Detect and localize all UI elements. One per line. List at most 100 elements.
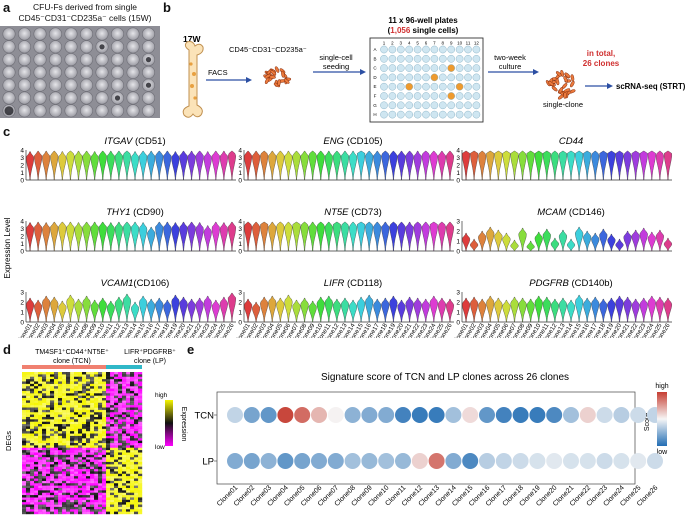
plate-well <box>17 53 31 67</box>
plate-col-label: 4 <box>408 41 411 46</box>
score-legend-title: Score <box>644 413 651 431</box>
plate-well <box>388 73 397 82</box>
violin-clone03 <box>42 295 51 323</box>
score-dot-lp-clone05 <box>294 453 311 469</box>
heatmap-legend-high: high <box>155 392 168 399</box>
violin-clone11 <box>324 221 333 252</box>
plate-row-label: F <box>374 94 377 99</box>
plate-well <box>464 110 472 119</box>
y-tick-label: 2 <box>20 162 24 169</box>
plate-well <box>455 55 464 63</box>
violin-clone05 <box>276 150 285 181</box>
plate-well <box>80 27 94 41</box>
culture-line2: culture <box>499 62 522 71</box>
violin-clone21 <box>187 298 196 323</box>
plate-well <box>17 65 31 79</box>
violin-clone09 <box>308 300 317 323</box>
plate-well <box>388 45 397 54</box>
plate-well <box>17 40 31 54</box>
tcn-group-bar <box>22 365 106 369</box>
dotplot-title: Signature score of TCN and LP clones acr… <box>321 372 569 383</box>
lp-header-line2: clone (LP) <box>134 358 166 365</box>
violin-clone06 <box>284 221 293 252</box>
violin-clone02 <box>34 150 43 181</box>
violin-clone02 <box>252 301 261 323</box>
violin-clone06 <box>284 294 293 323</box>
panel-a-title-line2: CD45⁻CD31⁻CD235a⁻ cells (15W) <box>18 13 152 23</box>
violin-clone07 <box>74 150 83 181</box>
y-tick-label: 3 <box>238 289 242 296</box>
plate-well <box>413 101 422 110</box>
plate-row-label: B <box>373 56 376 61</box>
violin-clone16 <box>583 230 592 252</box>
cell-icon <box>277 79 281 87</box>
score-dot-tcn-clone20 <box>546 407 563 423</box>
plate-col-label: 6 <box>425 41 428 46</box>
cell-icon <box>270 70 277 76</box>
deg-heatmap-matrix <box>22 372 143 515</box>
plate-well <box>95 104 109 118</box>
y-tick-label: 1 <box>456 170 460 177</box>
score-dot-tcn-clone21 <box>563 407 579 423</box>
plate-well <box>95 91 109 105</box>
violin-clone12 <box>114 221 123 252</box>
plate-well <box>2 53 16 67</box>
y-tick-label: 2 <box>20 299 24 306</box>
score-dot-tcn-clone08 <box>344 407 361 423</box>
violin-clone14 <box>349 221 358 252</box>
score-dot-lp-clone10 <box>378 453 395 469</box>
violin-clone15 <box>139 222 148 252</box>
cell-icon <box>563 91 567 99</box>
panel-label-e: e <box>187 342 195 357</box>
score-dot-tcn-clone25 <box>630 407 647 423</box>
violin-clone24 <box>429 221 438 252</box>
violin-clone19 <box>607 150 616 181</box>
violin-clone05 <box>494 297 503 323</box>
cell-icon <box>570 80 575 88</box>
violin-clone09 <box>526 240 535 252</box>
plate-well <box>413 55 422 63</box>
plate-well <box>388 64 397 72</box>
plate-well <box>142 40 156 54</box>
score-dot-tcn-clone17 <box>495 407 512 423</box>
plate-well <box>464 92 472 100</box>
plates-suffix: single cells) <box>410 26 458 35</box>
plate-well <box>396 101 405 110</box>
violin-clone09 <box>526 150 535 181</box>
score-dot-lp-clone09 <box>361 453 378 469</box>
violin-clone15 <box>575 226 584 252</box>
plate-well <box>2 27 16 41</box>
total-line1: in total, <box>587 49 615 58</box>
plate-well <box>472 110 481 119</box>
violin-clone26 <box>663 237 672 252</box>
plate-well <box>422 82 430 91</box>
plate-well <box>422 110 430 119</box>
violin-clone20 <box>615 295 624 323</box>
violin-clone25 <box>655 229 664 252</box>
plate-well <box>447 55 456 63</box>
plate-well <box>447 82 456 91</box>
gene-title: MCAM (CD146) <box>537 207 605 218</box>
violin-clone09 <box>90 151 99 181</box>
plate-well <box>48 27 62 41</box>
violin-clone17 <box>373 298 382 323</box>
panel-e-dotplot: Signature score of TCN and LP clones acr… <box>194 372 668 508</box>
plate-well <box>380 64 388 72</box>
violin-clone07 <box>510 239 519 252</box>
cell-icon <box>264 77 270 84</box>
score-dot-tcn-clone24 <box>613 407 630 423</box>
plate-well <box>422 92 430 100</box>
violin-clone16 <box>583 150 592 181</box>
row-label-lp: LP <box>202 457 214 468</box>
violin-clone11 <box>542 228 551 252</box>
violin-clone26 <box>445 298 454 323</box>
gene-title: ITGAV (CD51) <box>104 136 165 147</box>
y-tick-label: 4 <box>238 147 242 154</box>
facs-label: FACS <box>208 68 228 77</box>
violin-clone17 <box>155 221 164 252</box>
score-dot-tcn-clone09 <box>361 407 378 423</box>
violin-clone03 <box>478 150 487 181</box>
violin-clone25 <box>437 150 446 181</box>
plate-well <box>464 55 472 63</box>
y-tick-label: 0 <box>456 319 460 326</box>
